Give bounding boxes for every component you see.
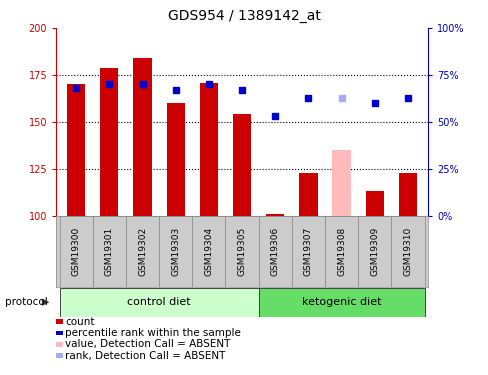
Text: value, Detection Call = ABSENT: value, Detection Call = ABSENT: [65, 339, 230, 349]
Text: GSM19310: GSM19310: [403, 226, 411, 276]
Bar: [332, 150, 350, 216]
Text: ketogenic diet: ketogenic diet: [301, 297, 381, 307]
Text: GSM19301: GSM19301: [104, 226, 114, 276]
Text: GSM19305: GSM19305: [237, 226, 246, 276]
Text: control diet: control diet: [127, 297, 190, 307]
Bar: [258, 288, 424, 317]
Bar: [258, 216, 291, 287]
Text: GSM19300: GSM19300: [72, 226, 81, 276]
Bar: [325, 216, 357, 287]
Bar: [166, 103, 184, 216]
Bar: [199, 82, 218, 216]
Text: GSM19304: GSM19304: [204, 226, 213, 276]
Bar: [398, 172, 416, 216]
Bar: [365, 191, 383, 216]
Bar: [60, 216, 93, 287]
Bar: [390, 216, 424, 287]
Text: count: count: [65, 317, 94, 327]
Bar: [225, 216, 258, 287]
Text: GDS954 / 1389142_at: GDS954 / 1389142_at: [168, 9, 320, 23]
Text: GSM19309: GSM19309: [369, 226, 379, 276]
Bar: [100, 68, 118, 216]
Bar: [232, 114, 251, 216]
Bar: [67, 84, 85, 216]
Text: GSM19307: GSM19307: [304, 226, 312, 276]
Bar: [93, 216, 125, 287]
Bar: [299, 172, 317, 216]
Text: percentile rank within the sample: percentile rank within the sample: [65, 328, 241, 338]
Bar: [192, 216, 225, 287]
Bar: [291, 216, 325, 287]
Bar: [60, 288, 258, 317]
Bar: [357, 216, 390, 287]
Text: GSM19303: GSM19303: [171, 226, 180, 276]
Bar: [265, 214, 284, 216]
Text: GSM19302: GSM19302: [138, 226, 147, 276]
Text: GSM19306: GSM19306: [270, 226, 279, 276]
Text: protocol: protocol: [5, 297, 47, 307]
Bar: [125, 216, 159, 287]
Text: rank, Detection Call = ABSENT: rank, Detection Call = ABSENT: [65, 351, 225, 360]
Text: GSM19308: GSM19308: [336, 226, 346, 276]
Bar: [159, 216, 192, 287]
Bar: [133, 58, 151, 216]
